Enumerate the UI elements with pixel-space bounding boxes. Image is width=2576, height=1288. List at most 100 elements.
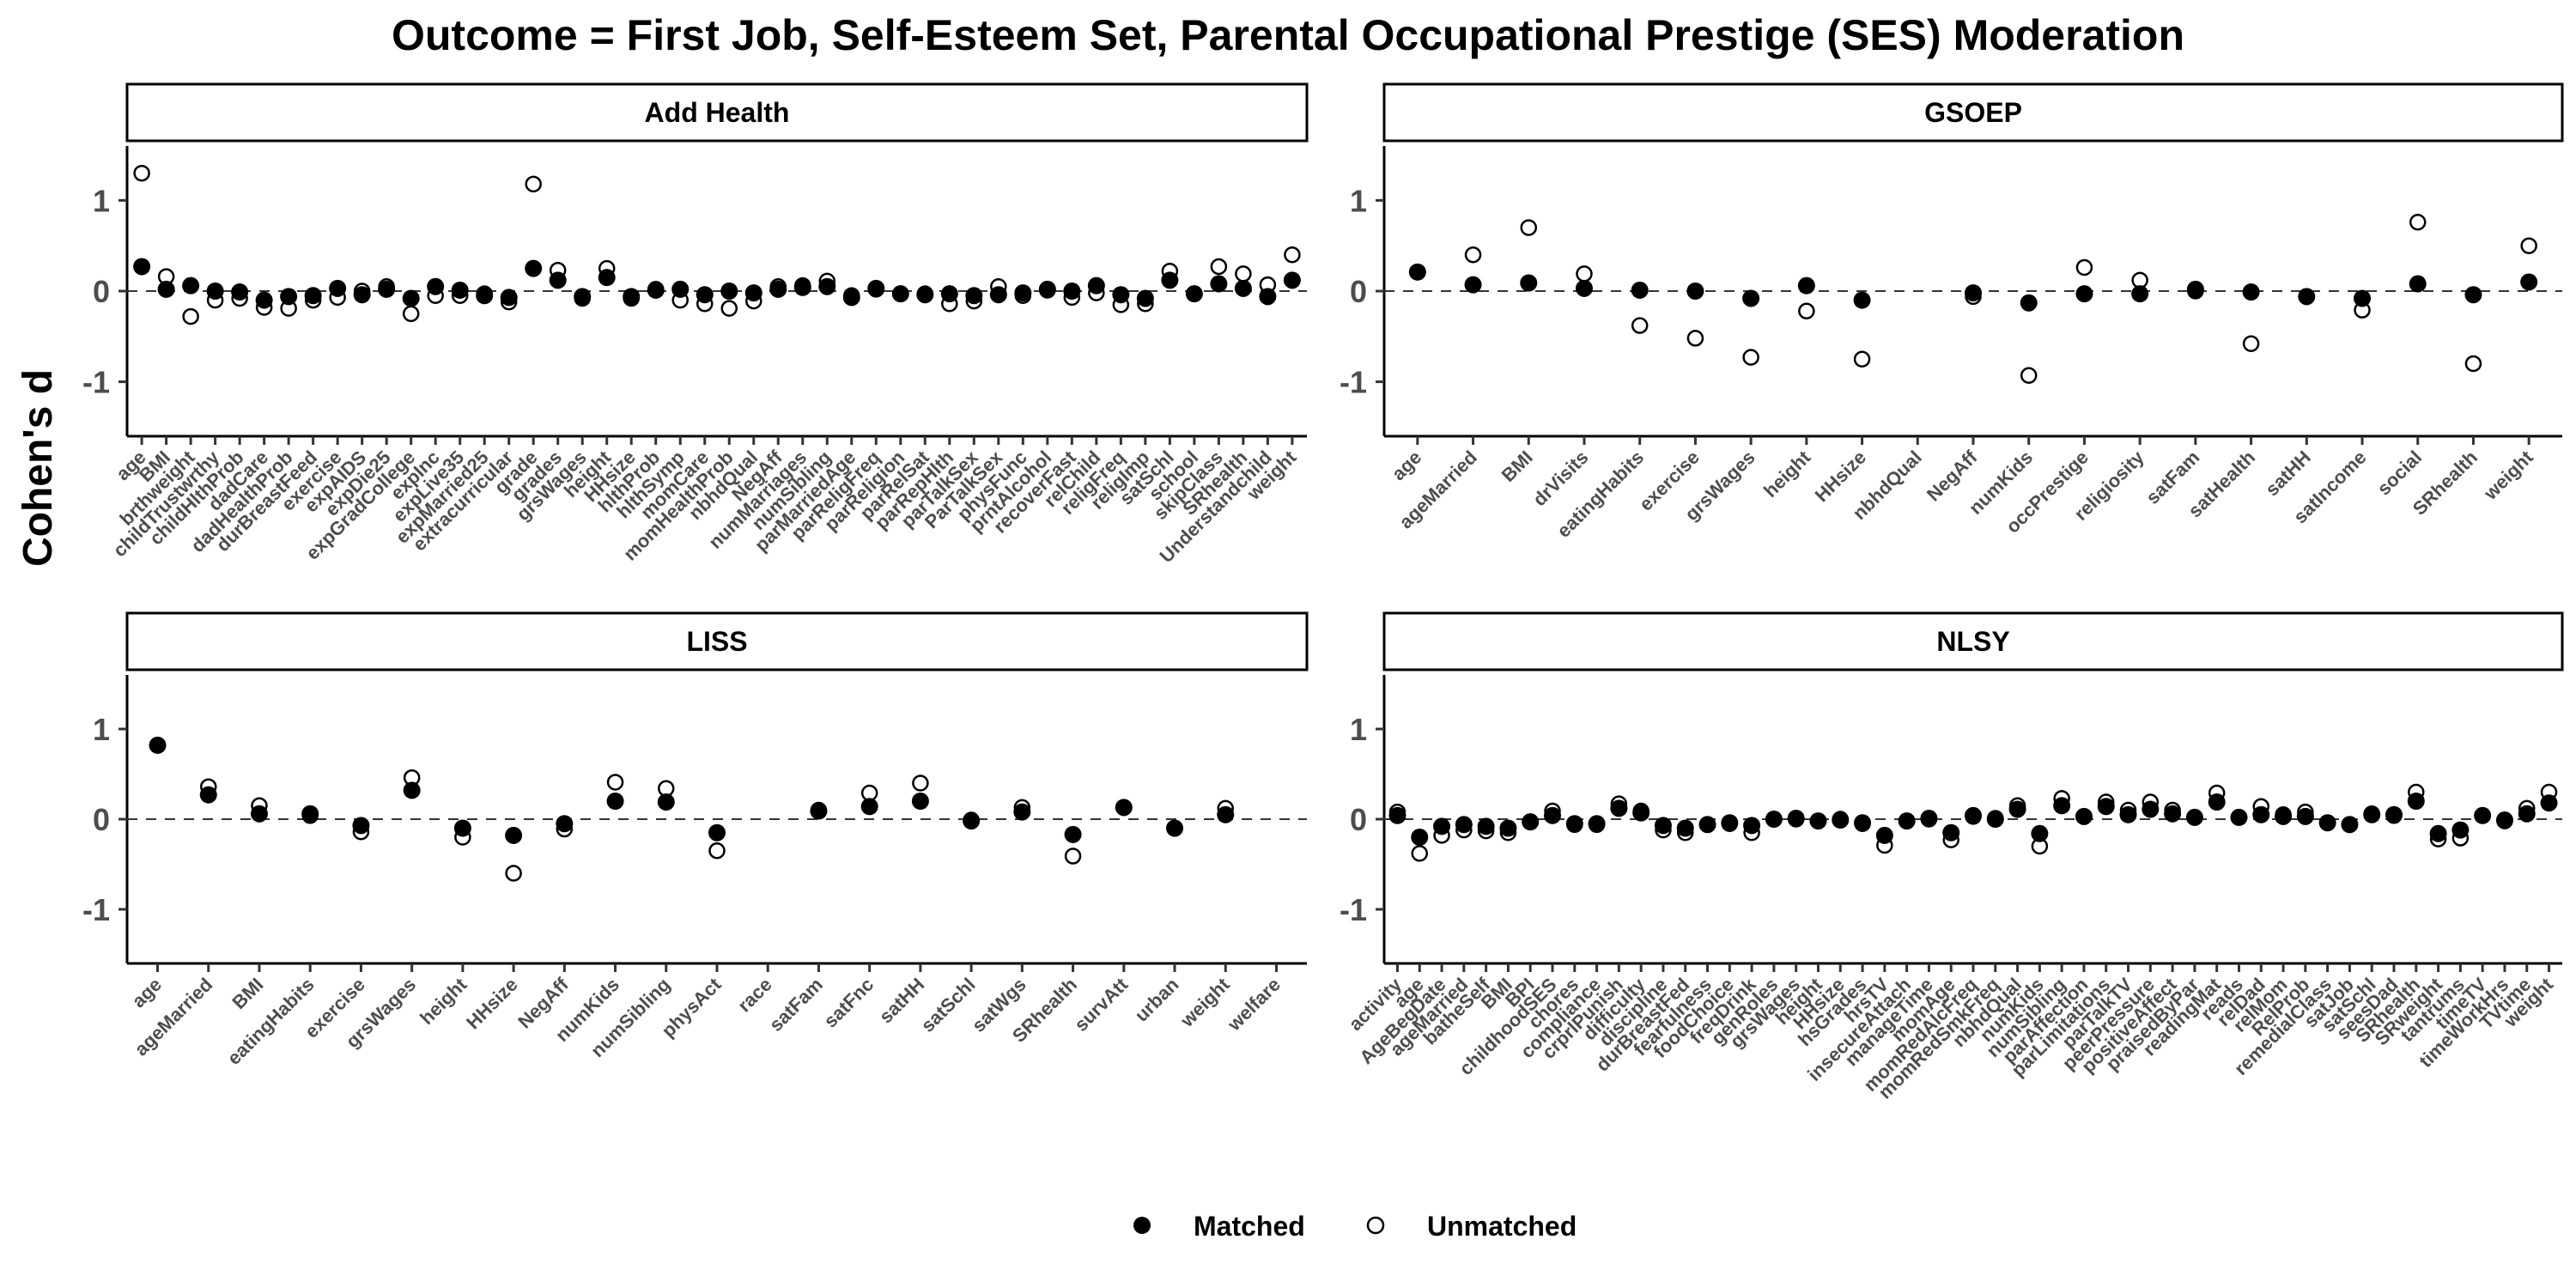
point-matched xyxy=(1063,283,1081,300)
y-tick-label: 0 xyxy=(93,802,110,837)
point-unmatched xyxy=(1284,246,1301,264)
x-tick-label: survAtt xyxy=(1070,973,1133,1036)
point-matched xyxy=(2075,285,2093,303)
point-matched xyxy=(505,826,523,844)
point-matched xyxy=(1920,809,1938,827)
point-matched xyxy=(1064,825,1082,843)
point-matched xyxy=(453,819,471,837)
x-tick-label: BMI xyxy=(228,974,267,1013)
point-matched xyxy=(329,279,347,297)
panel-strip-label: Add Health xyxy=(645,97,790,128)
point-matched xyxy=(206,283,224,300)
point-matched xyxy=(598,269,616,287)
point-matched xyxy=(2031,824,2049,842)
panel-strip xyxy=(125,611,1309,671)
point-matched xyxy=(2131,285,2149,303)
point-unmatched xyxy=(1631,317,1649,334)
point-matched xyxy=(2275,807,2293,825)
y-tick-label: 0 xyxy=(1350,274,1367,309)
point-matched xyxy=(1388,806,1406,824)
point-matched xyxy=(891,285,909,303)
point-unmatched xyxy=(2464,355,2482,373)
point-matched xyxy=(2185,808,2203,826)
x-tick-label: urban xyxy=(1131,974,1183,1026)
panel-strip xyxy=(1382,611,2564,671)
point-matched xyxy=(304,287,322,305)
point-matched xyxy=(378,280,396,298)
x-tick-label: BMI xyxy=(1498,447,1537,486)
point-matched xyxy=(1112,286,1130,304)
point-unmatched xyxy=(1520,219,1538,236)
point-matched xyxy=(1038,280,1056,298)
point-matched xyxy=(1013,803,1031,821)
panel-add-health: Add Health-101ageBMIbrthweightchildTrust… xyxy=(82,82,1309,567)
point-unmatched xyxy=(2520,237,2537,254)
point-matched xyxy=(149,736,167,754)
x-tick-label: age xyxy=(128,974,166,1012)
point-matched xyxy=(1797,276,1815,295)
point-matched xyxy=(1544,806,1561,824)
point-matched xyxy=(911,793,929,810)
point-matched xyxy=(1898,812,1916,830)
point-matched xyxy=(352,817,370,835)
x-tick-label: satFnc xyxy=(819,974,878,1032)
point-unmatched xyxy=(2020,367,2038,384)
point-matched xyxy=(1698,816,1716,834)
point-matched xyxy=(2429,824,2447,842)
point-matched xyxy=(2230,808,2248,826)
point-matched xyxy=(2242,283,2260,301)
point-matched xyxy=(2409,275,2427,293)
point-matched xyxy=(2540,794,2558,812)
point-matched xyxy=(769,280,787,298)
point-matched xyxy=(1588,815,1606,833)
panel-strip xyxy=(125,82,1309,143)
point-matched xyxy=(1455,816,1473,834)
point-matched xyxy=(199,786,217,804)
legend-key-unmatched xyxy=(1366,1216,1385,1235)
point-matched xyxy=(1965,806,1982,824)
point-matched xyxy=(1575,279,1593,297)
point-matched xyxy=(402,289,420,307)
point-unmatched xyxy=(720,300,738,317)
point-matched xyxy=(963,812,981,830)
point-matched xyxy=(182,276,200,295)
point-matched xyxy=(2407,793,2425,810)
point-unmatched xyxy=(1064,848,1082,865)
point-matched xyxy=(353,286,371,304)
point-matched xyxy=(2518,805,2536,823)
point-matched xyxy=(2363,805,2381,823)
y-tick-label: -1 xyxy=(1340,365,1367,400)
x-tick-label: weight xyxy=(2479,446,2537,504)
point-matched xyxy=(2164,805,2182,823)
point-matched xyxy=(2186,280,2204,298)
legend-key-matched xyxy=(1133,1217,1151,1234)
point-matched xyxy=(231,283,249,301)
point-matched xyxy=(2119,805,2137,823)
point-matched xyxy=(476,287,494,305)
point-matched xyxy=(671,280,690,298)
y-tick-label: -1 xyxy=(82,892,110,927)
point-matched xyxy=(556,815,574,833)
point-matched xyxy=(2208,793,2226,811)
point-unmatched xyxy=(2075,258,2093,276)
panel-strip xyxy=(1382,82,2564,143)
point-matched xyxy=(157,280,175,298)
point-matched xyxy=(1832,811,1850,829)
y-tick-label: 0 xyxy=(1350,802,1367,837)
y-tick-label: 1 xyxy=(93,183,110,218)
panel-strip-label: NLSY xyxy=(1936,626,2009,657)
point-unmatched xyxy=(1235,265,1252,283)
point-matched xyxy=(2318,814,2336,832)
point-matched xyxy=(1087,276,1105,295)
point-matched xyxy=(606,793,624,810)
point-matched xyxy=(1632,804,1650,822)
x-tick-label: social xyxy=(2372,447,2426,500)
point-unmatched xyxy=(1686,330,1704,347)
point-unmatched xyxy=(1742,349,1759,366)
point-matched xyxy=(1743,817,1761,835)
point-matched xyxy=(818,277,836,295)
x-tick-label: satHH xyxy=(2261,447,2315,501)
point-unmatched xyxy=(402,305,420,323)
